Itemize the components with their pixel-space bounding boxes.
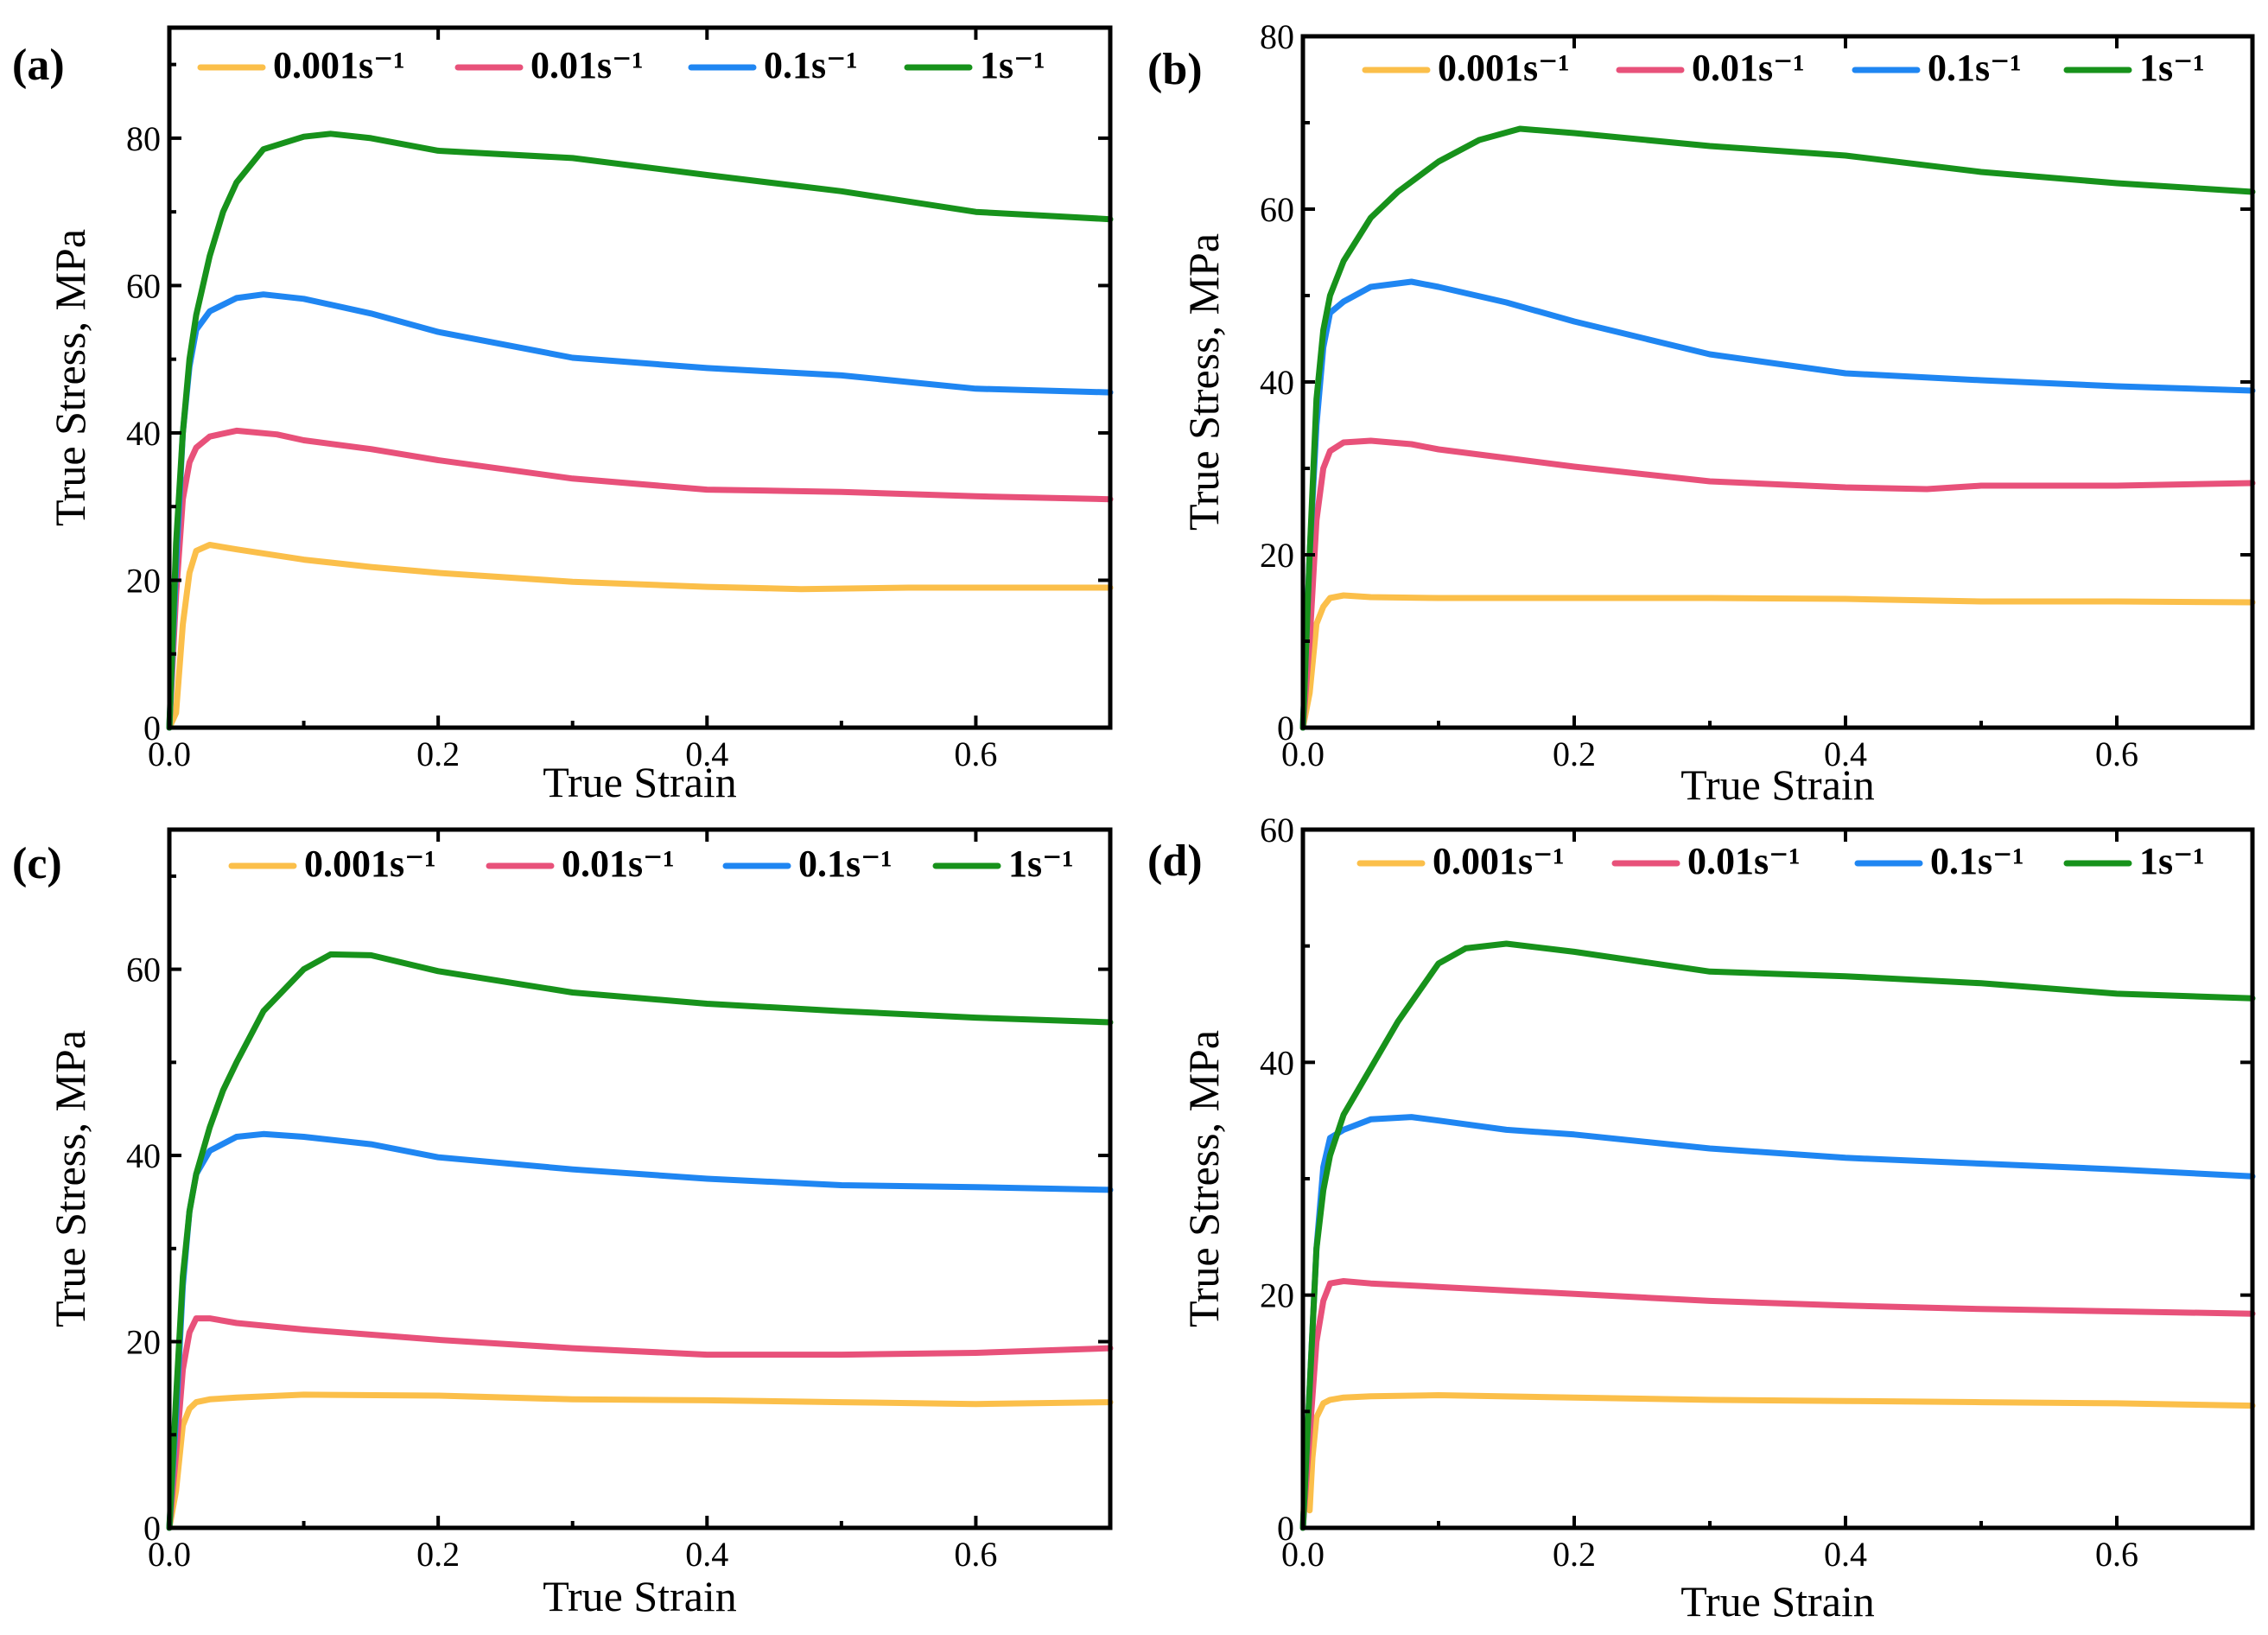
legend-label-0p01: 0.01s⁻¹ (530, 44, 644, 86)
y-tick-label: 20 (1260, 1276, 1294, 1315)
legend-label-0p01: 0.01s⁻¹ (1687, 840, 1801, 882)
panel-letter: (c) (12, 839, 62, 888)
series-line-0p01 (1299, 437, 2256, 731)
legend-label-0p001: 0.001s⁻¹ (304, 843, 436, 885)
x-tick-label: 0.2 (1553, 735, 1596, 773)
legend-label-1: 1s⁻¹ (980, 44, 1045, 86)
y-tick-label: 40 (126, 1136, 161, 1175)
x-tick-label: 0.2 (416, 1535, 460, 1574)
legend-label-0p01: 0.01s⁻¹ (562, 843, 675, 885)
legend-label-1: 1s⁻¹ (2139, 47, 2205, 89)
legend-label-0p1: 0.1s⁻¹ (1930, 840, 2024, 882)
x-tick-label: 0.6 (2095, 735, 2138, 773)
y-tick-label: 40 (1260, 363, 1294, 402)
y-axis-label: True Stress, MPa (46, 1030, 94, 1327)
y-tick-label: 40 (1260, 1043, 1294, 1082)
y-tick-label: 0 (143, 1509, 161, 1548)
panel-letter: (a) (12, 41, 65, 90)
plot-frame (1300, 34, 2255, 730)
y-tick-label: 20 (126, 561, 161, 600)
panel-a: 0.0 0.2 0.4 0.6 0 20 40 60 80 True Strain True Str… (12, 25, 1114, 806)
panel-d: 0.0 0.2 0.4 0.6 0 20 40 60 True Strain True Stres… (1147, 818, 2256, 1625)
y-tick-label: 60 (126, 266, 161, 305)
x-tick-label: 0.0 (148, 735, 191, 773)
x-tick-label: 0.6 (954, 735, 997, 773)
x-tick-label: 0.0 (1281, 1535, 1325, 1574)
y-tick-label: 60 (1260, 190, 1294, 229)
legend-label-0p001: 0.001s⁻¹ (273, 44, 405, 86)
x-tick-label: 0.4 (1824, 735, 1867, 773)
legend-label-0p001: 0.001s⁻¹ (1433, 840, 1565, 882)
x-tick-label: 0.6 (954, 1535, 997, 1574)
series-line-0p1 (1299, 278, 2256, 731)
y-tick-label: 20 (1260, 536, 1294, 575)
legend-label-0p1: 0.1s⁻¹ (798, 843, 893, 885)
y-axis-label: True Stress, MPa (46, 229, 94, 526)
series-line-0p01 (166, 427, 1114, 731)
y-tick-label: 40 (126, 414, 161, 453)
legend-label-0p001: 0.001s⁻¹ (1438, 47, 1570, 89)
series-line-1 (166, 130, 1114, 731)
legend-label-1: 1s⁻¹ (1008, 843, 1074, 885)
y-tick-label: 60 (1260, 818, 1294, 849)
y-tick-label: 80 (126, 119, 161, 158)
legend-label-0p1: 0.1s⁻¹ (1928, 47, 2022, 89)
x-tick-label: 0.4 (685, 1535, 728, 1574)
panel-letter: (b) (1147, 45, 1203, 94)
x-tick-label: 0.6 (2095, 1535, 2138, 1574)
series-line-0p001 (1299, 592, 2256, 731)
series-line-0p001 (166, 1391, 1114, 1531)
x-tick-label: 0.4 (1824, 1535, 1867, 1574)
x-tick-label: 0.2 (1553, 1535, 1596, 1574)
series-line-1 (1299, 125, 2256, 731)
x-axis-label: True Strain (1680, 1577, 1875, 1625)
panel-letter: (d) (1147, 837, 1203, 886)
series-line-0p001 (166, 542, 1114, 731)
series-line-1 (1299, 940, 2256, 1531)
series-line-0p01 (1299, 1278, 2256, 1531)
legend-label-0p01: 0.01s⁻¹ (1692, 47, 1805, 89)
series-line-0p1 (1299, 1114, 2256, 1531)
y-tick-label: 0 (1277, 709, 1294, 748)
y-tick-label: 0 (143, 709, 161, 748)
y-tick-label: 0 (1277, 1509, 1294, 1548)
series-line-0p001 (1299, 1392, 2256, 1531)
y-axis-label: True Stress, MPa (1179, 1030, 1228, 1327)
plot-frame (167, 25, 1113, 730)
x-tick-label: 0.0 (1281, 735, 1325, 773)
y-tick-label: 60 (126, 951, 161, 989)
plot-frame (1300, 827, 2255, 1530)
x-axis-label: True Strain (1680, 760, 1875, 809)
panel-b: 0.0 0.2 0.4 0.6 0 20 40 60 80 True Strain True Str… (1147, 17, 2256, 809)
y-axis-label: True Stress, MPa (1179, 233, 1228, 531)
x-tick-label: 0.4 (685, 735, 728, 773)
x-axis-label: True Strain (543, 758, 737, 806)
legend-label-0p1: 0.1s⁻¹ (764, 44, 858, 86)
legend-label-1: 1s⁻¹ (2139, 840, 2205, 882)
panel-c: 0.0 0.2 0.4 0.6 0 20 40 60 True Strain True Stres… (12, 827, 1114, 1620)
series-line-0p1 (166, 291, 1114, 731)
series-line-0p01 (166, 1315, 1114, 1531)
series-line-1 (166, 951, 1114, 1531)
x-tick-label: 0.2 (416, 735, 460, 773)
plot-frame (167, 827, 1113, 1530)
y-tick-label: 20 (126, 1323, 161, 1362)
x-tick-label: 0.0 (148, 1535, 191, 1574)
x-axis-label: True Strain (543, 1572, 737, 1620)
y-tick-label: 80 (1260, 17, 1294, 56)
